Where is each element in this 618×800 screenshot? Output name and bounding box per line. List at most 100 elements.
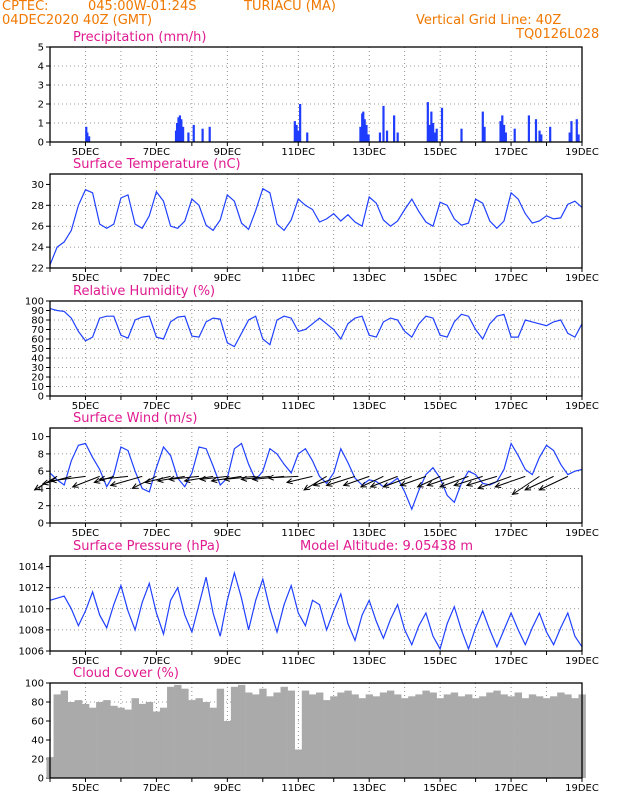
wind-vector-shaft xyxy=(72,475,100,488)
cloud-bar xyxy=(252,694,260,778)
precip-xtick-label: 15DEC xyxy=(423,147,457,158)
header-source: CPTEC: xyxy=(2,0,49,14)
cloud-bar xyxy=(223,721,232,778)
wind-vector-head xyxy=(325,480,333,487)
panel-humidity: Relative Humidity (%) 0102030405060708090… xyxy=(25,284,599,412)
cloud-bar xyxy=(450,692,459,778)
wind-vector-shaft xyxy=(184,475,214,482)
precip-xtick-label: 7DEC xyxy=(143,147,170,158)
precip-bar xyxy=(180,119,183,142)
wind-vector-shaft xyxy=(524,475,554,491)
wind-vector-shaft xyxy=(157,475,185,482)
precip-bar xyxy=(577,134,580,142)
precip-bar xyxy=(483,126,486,142)
cloud-bar xyxy=(67,702,76,778)
cloud-bar xyxy=(479,696,487,778)
cloud-bar xyxy=(436,698,444,778)
cloud-bar xyxy=(408,696,416,778)
humidity-xtick-label: 7DEC xyxy=(143,401,170,412)
wind-vector-shaft xyxy=(343,475,370,486)
wind-vector-head xyxy=(240,475,248,482)
cloud-bar xyxy=(472,698,480,778)
wind-vector-shaft xyxy=(466,475,498,486)
cloud-bar xyxy=(372,696,381,778)
precip-xtick-label: 9DEC xyxy=(214,147,241,158)
precip-bar xyxy=(378,132,382,142)
cloud-bar xyxy=(188,700,196,778)
wind-title: Surface Wind (m/s) xyxy=(73,411,197,426)
wind-vector-shaft xyxy=(477,475,512,489)
cloud-bar xyxy=(74,700,83,778)
wind-vector-shaft xyxy=(211,475,242,482)
wind-vector-shaft xyxy=(417,475,441,488)
precip-bar xyxy=(182,126,185,142)
cloud-bar xyxy=(273,692,281,778)
wind-xtick-label: 7DEC xyxy=(143,528,170,539)
cloud-bar xyxy=(167,686,175,778)
cloud-bar xyxy=(457,696,466,778)
precip-ytick-label: 1 xyxy=(38,119,44,130)
wind-vector-head xyxy=(465,480,473,487)
cloud-bar xyxy=(486,692,494,778)
wind-xtick-label: 11DEC xyxy=(281,528,315,539)
cloud-bar xyxy=(330,696,338,778)
wind-vector-head xyxy=(251,475,259,482)
wind-vector xyxy=(156,475,185,483)
wind-vector xyxy=(71,475,100,488)
cloud-bar xyxy=(280,686,288,778)
header-grid-note: Vertical Grid Line: 40Z xyxy=(416,13,562,28)
wind-vector xyxy=(303,475,327,491)
wind-vector xyxy=(538,475,569,491)
precip-bar xyxy=(208,126,211,142)
precip-bar xyxy=(178,115,182,142)
humidity-xtick-label: 15DEC xyxy=(423,401,457,412)
wind-vector-shaft xyxy=(50,475,86,482)
wind-vector-shaft xyxy=(286,475,313,483)
precip-bar xyxy=(367,134,370,142)
precip-bar xyxy=(540,134,543,142)
wind-xtick-label: 9DEC xyxy=(214,528,241,539)
precip-bar xyxy=(299,104,302,142)
wind-ytick-label: 8 xyxy=(38,449,44,460)
temperature-xtick-label: 17DEC xyxy=(494,273,528,284)
cloud-bar xyxy=(110,705,118,778)
wind-vector-head xyxy=(131,483,139,489)
wind-vector-head xyxy=(359,481,367,488)
humidity-xtick-label: 13DEC xyxy=(352,401,386,412)
cloud-bar xyxy=(528,694,537,778)
cloud-bar xyxy=(337,692,345,778)
cloud-bar xyxy=(131,698,139,778)
wind-vector-shaft xyxy=(303,475,327,491)
cloud-bar xyxy=(237,684,246,778)
wind-xtick-label: 19DEC xyxy=(565,528,599,539)
temperature-xtick-label: 7DEC xyxy=(143,273,170,284)
pressure-xtick-label: 19DEC xyxy=(565,656,599,667)
precip-title: Precipitation (mm/h) xyxy=(73,30,206,45)
precip-bar xyxy=(382,105,385,142)
precip-ytick-label: 0 xyxy=(38,138,44,149)
cloud-bar xyxy=(351,694,359,778)
pressure-ytick-label: 1008 xyxy=(19,625,44,636)
cloud-bar xyxy=(81,703,90,778)
wind-vector xyxy=(477,475,512,490)
wind-vector xyxy=(167,475,200,482)
precip-bar xyxy=(177,117,180,142)
cloud-bar xyxy=(181,688,189,778)
cloud-bar xyxy=(507,696,515,778)
humidity-ytick-label: 60 xyxy=(31,335,44,346)
cloud-bar xyxy=(287,690,296,778)
precip-bar xyxy=(430,111,433,142)
cloud-xtick-label: 15DEC xyxy=(423,783,457,794)
cloud-bar xyxy=(535,696,544,778)
wind-vector xyxy=(465,475,498,487)
wind-vector-head xyxy=(426,480,434,487)
cloud-xtick-label: 5DEC xyxy=(72,783,99,794)
cloud-bar xyxy=(96,702,104,778)
cloud-bar xyxy=(266,696,274,778)
cloud-bar xyxy=(464,694,473,778)
wind-vector-head xyxy=(538,484,546,491)
humidity-xtick-label: 19DEC xyxy=(565,401,599,412)
wind-vector-shaft xyxy=(268,475,299,479)
cloud-bar xyxy=(429,692,437,778)
